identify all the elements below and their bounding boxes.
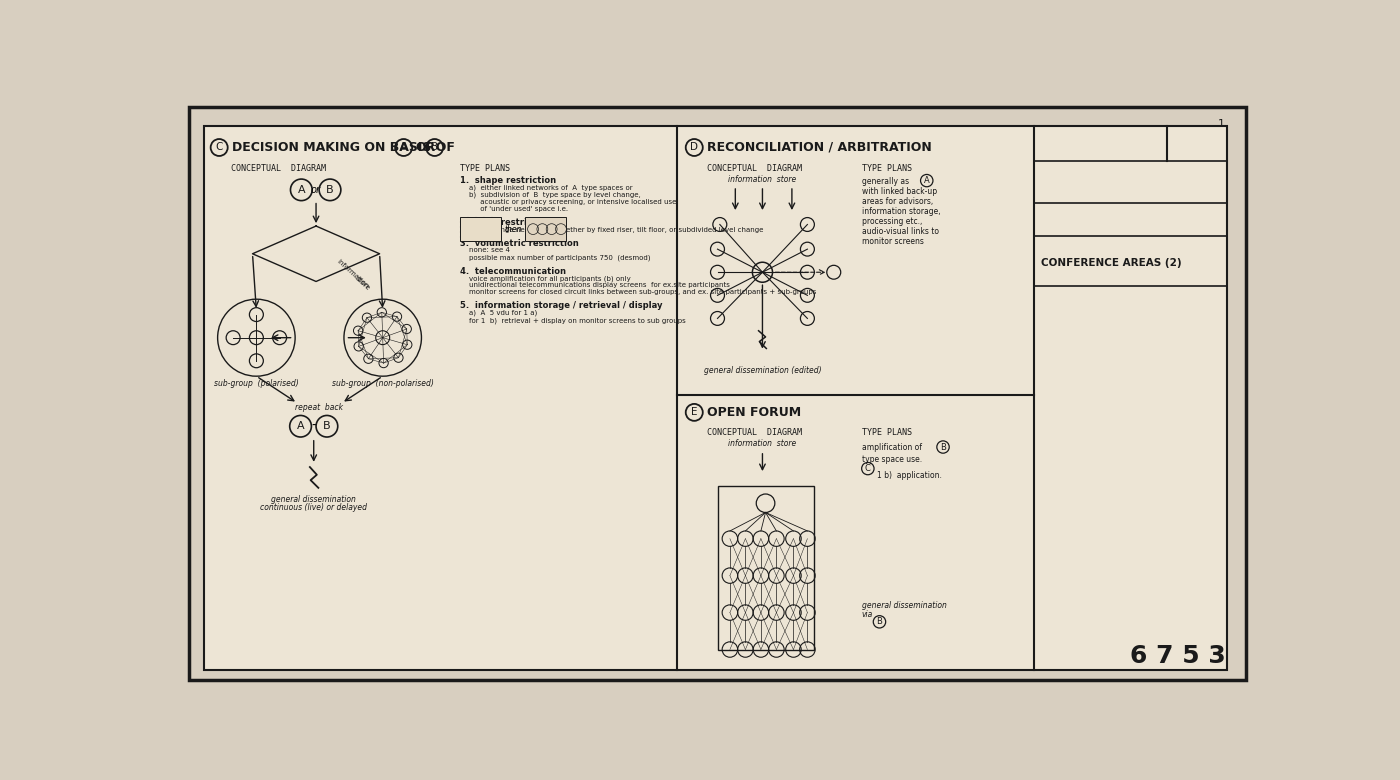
Text: OPEN FORUM: OPEN FORUM — [707, 406, 801, 419]
Bar — [461, 217, 501, 242]
Bar — [717, 486, 815, 650]
Text: type space use.: type space use. — [861, 455, 921, 464]
Text: 6 7 5 3: 6 7 5 3 — [1130, 644, 1226, 668]
Text: B: B — [323, 421, 330, 431]
Text: OR: OR — [416, 141, 435, 154]
Text: store: store — [354, 275, 371, 292]
Text: areas for advisors,: areas for advisors, — [861, 197, 932, 206]
Text: DECISION MAKING ON BASIS OF: DECISION MAKING ON BASIS OF — [231, 141, 455, 154]
Text: 3.  volumetric restriction: 3. volumetric restriction — [461, 239, 580, 248]
Text: CONCEPTUAL  DIAGRAM: CONCEPTUAL DIAGRAM — [707, 164, 802, 173]
Text: with linked back-up: with linked back-up — [861, 186, 937, 196]
Text: 1 b)  application.: 1 b) application. — [878, 471, 942, 480]
Text: monitor screens for closed circuit links between sub-groups, and ex. site partic: monitor screens for closed circuit links… — [461, 289, 816, 296]
Text: audio-visual links to: audio-visual links to — [861, 227, 938, 236]
Text: voice amplification for all participants (b) only: voice amplification for all participants… — [461, 275, 631, 282]
Text: TYPE PLANS: TYPE PLANS — [861, 428, 911, 437]
Text: repeat  back: repeat back — [295, 403, 343, 413]
Text: C: C — [865, 464, 871, 473]
Text: information  store: information store — [728, 176, 797, 184]
Text: A: A — [297, 421, 304, 431]
Text: general dissemination (edited): general dissemination (edited) — [704, 367, 822, 375]
Text: -: - — [311, 419, 316, 433]
Text: D: D — [690, 143, 699, 153]
Text: information storage,: information storage, — [861, 207, 941, 216]
Text: C: C — [216, 143, 223, 153]
Text: generally as: generally as — [861, 177, 909, 186]
Text: TYPE PLANS: TYPE PLANS — [461, 164, 510, 173]
Text: B: B — [326, 185, 333, 195]
Text: continuous (live) or delayed: continuous (live) or delayed — [260, 503, 367, 512]
Text: level change necessary, whether by fixed riser, tilt floor, or subdivided level : level change necessary, whether by fixed… — [461, 226, 763, 232]
Text: RECONCILIATION / ARBITRATION: RECONCILIATION / ARBITRATION — [707, 141, 931, 154]
Text: E: E — [692, 407, 697, 417]
Text: processing etc.,: processing etc., — [861, 217, 923, 225]
Text: unidirectional telecommunications display screens  for ex.site participants: unidirectional telecommunications displa… — [461, 282, 729, 288]
Text: monitor screens: monitor screens — [861, 237, 924, 246]
Text: a)  either linked networks of  A  type spaces or: a) either linked networks of A type spac… — [461, 184, 633, 191]
Text: none: see 4: none: see 4 — [461, 247, 510, 254]
Text: CONCEPTUAL  DIAGRAM: CONCEPTUAL DIAGRAM — [707, 428, 802, 437]
Text: information: information — [336, 259, 371, 290]
Text: 5.  information storage / retrieval / display: 5. information storage / retrieval / dis… — [461, 302, 662, 310]
Text: sub-group  (non-polarised): sub-group (non-polarised) — [332, 378, 434, 388]
Text: via: via — [861, 611, 874, 619]
Text: of 'under used' space i.e.: of 'under used' space i.e. — [461, 206, 568, 212]
Text: general dissemination: general dissemination — [861, 601, 946, 610]
Text: 1: 1 — [1218, 119, 1225, 129]
Text: acoustic or privacy screening, or intensive localised use: acoustic or privacy screening, or intens… — [461, 199, 676, 204]
Text: general dissemination: general dissemination — [272, 495, 356, 504]
Text: a)  A  5 vdu for 1 a): a) A 5 vdu for 1 a) — [461, 310, 538, 317]
Text: information  store: information store — [728, 438, 797, 448]
Text: A: A — [924, 176, 930, 185]
Text: A: A — [298, 185, 305, 195]
Text: B: B — [431, 143, 438, 153]
Text: 2.  level restriction: 2. level restriction — [461, 218, 552, 227]
Text: possible max number of participants 750  (desmod): possible max number of participants 750 … — [461, 254, 651, 261]
Text: amplification of: amplification of — [861, 443, 921, 452]
Text: or: or — [311, 185, 321, 195]
Text: sub-group  (polarised): sub-group (polarised) — [214, 378, 298, 388]
Text: A: A — [400, 143, 407, 153]
Text: 4.  telecommunication: 4. telecommunication — [461, 267, 566, 275]
Text: then: then — [504, 225, 522, 234]
Text: for 1  b)  retrieval + display on monitor screens to sub groups: for 1 b) retrieval + display on monitor … — [461, 317, 686, 324]
Text: B: B — [876, 617, 882, 626]
Text: 1.  shape restriction: 1. shape restriction — [461, 176, 556, 185]
Bar — [525, 217, 566, 242]
Text: B: B — [939, 442, 946, 452]
Text: b)  subdivision of  B  type space by level change,: b) subdivision of B type space by level … — [461, 192, 641, 198]
Text: TYPE PLANS: TYPE PLANS — [861, 164, 911, 173]
Text: CONFERENCE AREAS (2): CONFERENCE AREAS (2) — [1042, 258, 1182, 268]
Text: CONCEPTUAL  DIAGRAM: CONCEPTUAL DIAGRAM — [231, 164, 326, 173]
